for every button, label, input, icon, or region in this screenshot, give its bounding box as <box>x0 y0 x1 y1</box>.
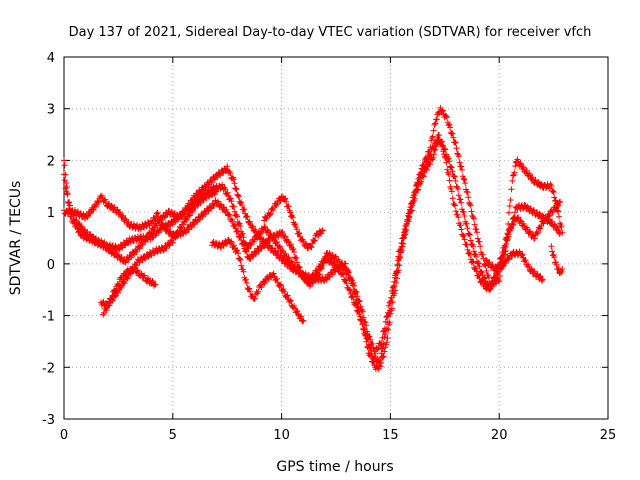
marker-trace <box>61 136 564 366</box>
y-tick-label: 1 <box>47 206 55 221</box>
series-track-7 <box>261 193 326 252</box>
marker-trace <box>61 132 566 357</box>
x-axis-label: GPS time / hours <box>276 459 393 475</box>
x-tick-label: 20 <box>491 428 508 443</box>
data-points <box>61 104 566 373</box>
y-axis-label: SDTVAR / TECUs <box>8 181 24 296</box>
x-tick-label: 5 <box>169 428 177 443</box>
y-tick-label: -1 <box>42 310 55 325</box>
chart-title: Day 137 of 2021, Sidereal Day-to-day VTE… <box>69 25 592 40</box>
axis-ticks: 0 5 10 15 20 25 -3 -2 -1 0 1 2 3 4 <box>42 51 616 443</box>
series-track-2 <box>61 136 564 366</box>
marker-trace <box>261 193 326 252</box>
marker-trace <box>61 104 564 373</box>
y-tick-label: -2 <box>42 361 55 376</box>
marker-trace <box>483 248 546 284</box>
y-tick-label: 3 <box>47 103 55 118</box>
series-track-6 <box>209 236 307 325</box>
y-tick-label: 2 <box>47 154 55 169</box>
series-track-3 <box>61 132 566 357</box>
y-tick-label: 4 <box>47 51 55 66</box>
x-tick-label: 0 <box>60 428 68 443</box>
marker-trace <box>209 236 307 325</box>
series-track-1 <box>61 104 564 373</box>
x-tick-label: 15 <box>382 428 399 443</box>
x-tick-label: 25 <box>600 428 617 443</box>
marker-trace <box>548 243 566 277</box>
series-track-8 <box>483 248 546 284</box>
series-track-5 <box>100 188 220 318</box>
plot-frame <box>63 56 609 420</box>
series-track-9 <box>548 243 566 277</box>
y-tick-label: 0 <box>47 258 55 273</box>
y-tick-label: -3 <box>42 413 55 428</box>
marker-trace <box>100 188 220 318</box>
x-tick-label: 10 <box>273 428 290 443</box>
